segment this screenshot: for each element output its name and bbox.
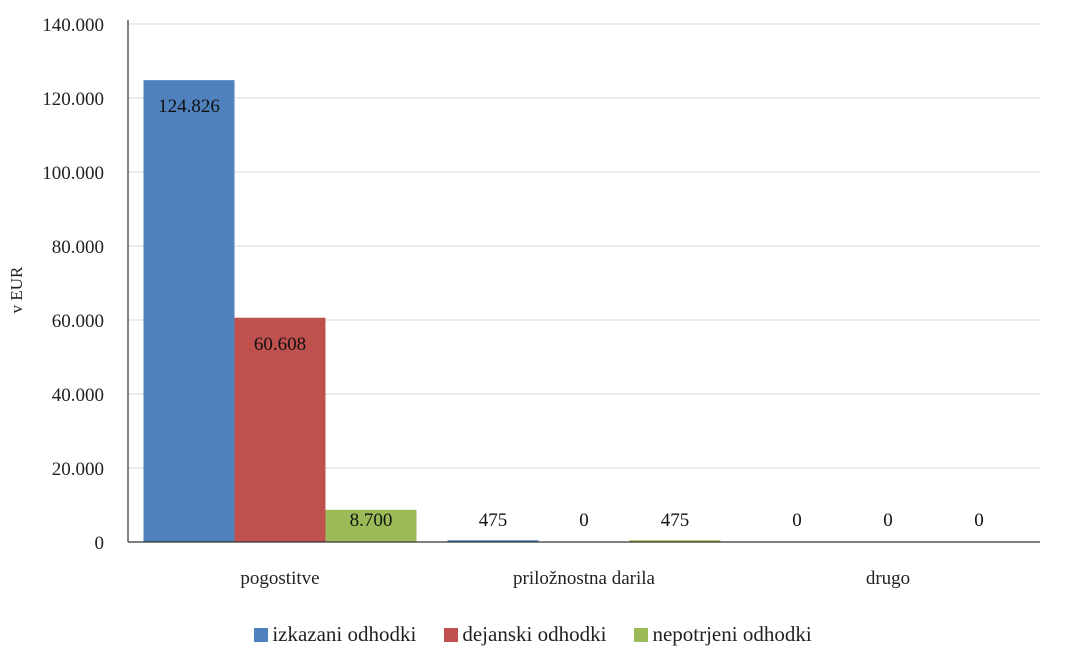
bar-izkazani-odhodki xyxy=(447,540,539,542)
data-label: 0 xyxy=(883,510,893,531)
data-label: 0 xyxy=(974,510,984,531)
legend: izkazani odhodki dejanski odhodki nepotrje… xyxy=(0,622,1066,647)
y-tick-label: 40.000 xyxy=(52,385,104,406)
x-category-label: pogostitve xyxy=(240,568,319,589)
legend-swatch xyxy=(444,627,459,642)
data-label: 475 xyxy=(661,510,690,531)
y-tick-label: 120.000 xyxy=(42,89,104,110)
y-axis-ticks: 0 20.000 40.000 60.000 80.000 100.000 120.000 1… xyxy=(42,15,104,554)
y-tick-label: 20.000 xyxy=(52,459,104,480)
legend-item: dejanski odhodki xyxy=(444,622,606,647)
legend-swatch xyxy=(254,627,269,642)
legend-item: izkazani odhodki xyxy=(254,622,416,647)
bar-nepotrjeni-odhodki xyxy=(325,509,417,542)
y-tick-label: 100.000 xyxy=(42,163,104,184)
y-tick-label: 0 xyxy=(95,533,105,554)
bar-chart: 0 20.000 40.000 60.000 80.000 100.000 120.000 1… xyxy=(7,15,1040,589)
data-label: 124.826 xyxy=(158,96,220,117)
data-label: 475 xyxy=(479,510,508,531)
x-category-label: drugo xyxy=(866,568,910,589)
data-label: 8.700 xyxy=(350,510,393,531)
data-label: 60.608 xyxy=(254,334,306,355)
data-label: 0 xyxy=(579,510,589,531)
legend-swatch xyxy=(634,627,649,642)
y-tick-label: 140.000 xyxy=(42,15,104,36)
x-axis-categories: pogostitve priložnostna darila drugo xyxy=(240,568,910,589)
data-label: 0 xyxy=(792,510,802,531)
bar-dejanski-odhodki xyxy=(234,317,326,542)
y-tick-label: 80.000 xyxy=(52,237,104,258)
bar-izkazani-odhodki xyxy=(143,80,235,542)
legend-label: nepotrjeni odhodki xyxy=(652,622,812,646)
y-axis-label: v EUR xyxy=(7,266,26,313)
bar-nepotrjeni-odhodki xyxy=(629,540,721,542)
x-category-label: priložnostna darila xyxy=(513,568,655,589)
data-labels: 124.826 60.608 8.700 475 0 475 0 0 0 xyxy=(158,96,984,531)
bars xyxy=(143,80,721,542)
legend-label: dejanski odhodki xyxy=(462,622,607,646)
legend-item: nepotrjeni odhodki xyxy=(634,622,812,647)
y-tick-label: 60.000 xyxy=(52,311,104,332)
legend-label: izkazani odhodki xyxy=(272,622,417,646)
